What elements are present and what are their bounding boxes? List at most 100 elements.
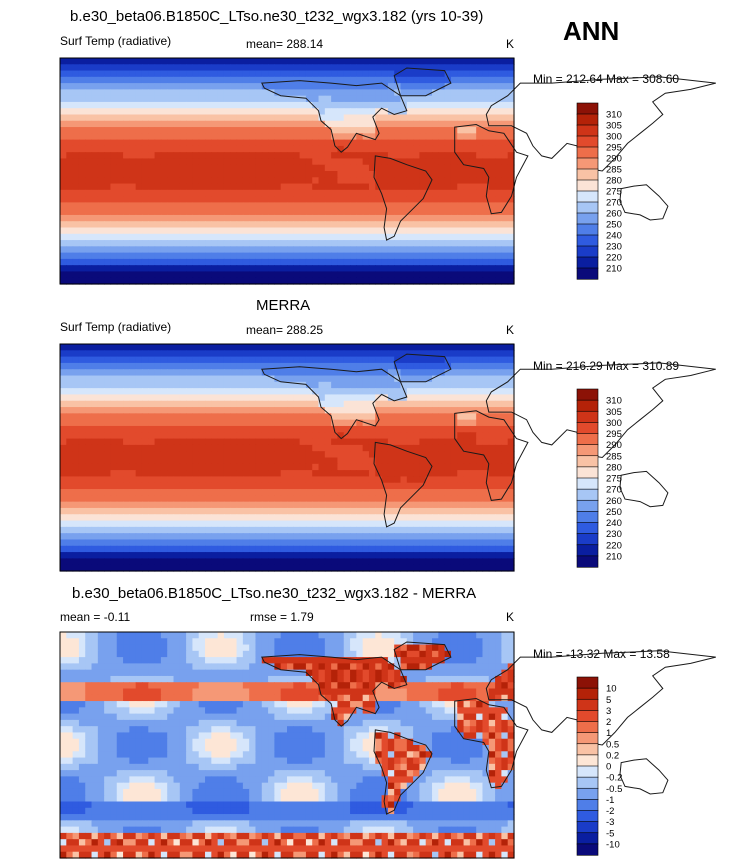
map-cell (167, 520, 175, 528)
map-cell (223, 196, 231, 203)
map-cell (249, 432, 257, 440)
season-label: ANN (563, 16, 620, 46)
map-cell (305, 507, 313, 515)
map-cell (482, 476, 490, 484)
map-cell (406, 457, 414, 465)
map-cell (438, 526, 446, 534)
map-cell (223, 419, 231, 427)
map-cell (406, 507, 414, 515)
map-cell (438, 164, 446, 172)
map-cell (179, 476, 187, 484)
map-cell (97, 277, 105, 285)
map-cell (179, 356, 187, 364)
map-cell (331, 83, 339, 90)
map-cell (356, 164, 364, 172)
map-cell (400, 133, 408, 141)
map-cell (141, 463, 149, 471)
map-cell (173, 58, 181, 65)
map-cell (482, 265, 490, 273)
map-cell (274, 381, 282, 389)
map-cell (217, 489, 225, 496)
map-cell (217, 520, 225, 528)
map-cell (135, 369, 143, 377)
map-cell (116, 246, 124, 254)
map-cell (268, 95, 275, 103)
map-cell (173, 425, 181, 433)
map-cell (350, 407, 357, 414)
map-cell (141, 539, 149, 547)
map-cell (495, 214, 502, 222)
map-cell (394, 139, 402, 147)
map-cell (255, 177, 263, 185)
map-cell (425, 533, 433, 541)
map-cell (97, 463, 105, 471)
map-cell (129, 425, 137, 433)
map-cell (318, 501, 326, 509)
map-cell (362, 158, 370, 166)
map-cell (450, 265, 458, 273)
map-cell (192, 432, 200, 440)
map-cell (457, 64, 465, 72)
map-cell (129, 388, 137, 396)
map-cell (211, 158, 219, 166)
map-cell (299, 246, 307, 254)
map-cell (438, 95, 446, 103)
map-cell (223, 101, 231, 109)
map-cell (97, 152, 105, 160)
map-cell (457, 189, 465, 197)
map-cell (337, 114, 345, 122)
map-cell (312, 58, 320, 65)
map-cell (255, 375, 263, 383)
map-cell (198, 539, 206, 547)
map-cell (387, 120, 395, 128)
map-cell (400, 183, 408, 191)
map-cell (249, 227, 257, 235)
map-cell (179, 277, 187, 285)
map-cell (205, 501, 212, 509)
map-cell (192, 438, 200, 446)
map-cell (154, 482, 162, 490)
map-cell (123, 470, 130, 478)
map-cell (186, 233, 194, 241)
map-cell (299, 70, 307, 78)
map-cell (293, 127, 301, 134)
map-cell (91, 552, 99, 559)
map-cell (217, 271, 225, 279)
map-cell (97, 489, 105, 496)
map-cell (413, 400, 421, 408)
map-cell (343, 514, 351, 522)
map-cell (211, 108, 219, 116)
map-cell (350, 400, 357, 408)
map-cell (135, 394, 143, 402)
map-cell (463, 388, 471, 396)
map-cell (173, 133, 181, 141)
map-cell (381, 476, 389, 484)
map-cell (78, 425, 86, 433)
map-cell (438, 108, 446, 116)
map-cell (198, 127, 206, 134)
map-cell (85, 127, 93, 134)
map-cell (476, 139, 484, 147)
map-cell (280, 413, 288, 421)
map-cell (116, 495, 124, 503)
map-cell (173, 344, 181, 351)
map-cell (72, 95, 80, 103)
map-cell (343, 76, 351, 84)
map-cell (205, 463, 212, 471)
map-cell (457, 381, 465, 389)
map-cell (469, 139, 477, 147)
map-cell (211, 233, 219, 241)
map-cell (91, 514, 99, 522)
map-cell (324, 252, 332, 260)
map-cell (104, 183, 112, 191)
map-cell (457, 457, 465, 465)
map-cell (305, 240, 313, 247)
map-cell (419, 432, 427, 440)
map-cell (192, 520, 200, 528)
map-cell (72, 533, 80, 541)
map-cell (129, 258, 137, 266)
map-cell (230, 58, 238, 65)
map-cell (432, 145, 439, 153)
map-cell (368, 400, 376, 408)
map-cell (97, 164, 105, 172)
